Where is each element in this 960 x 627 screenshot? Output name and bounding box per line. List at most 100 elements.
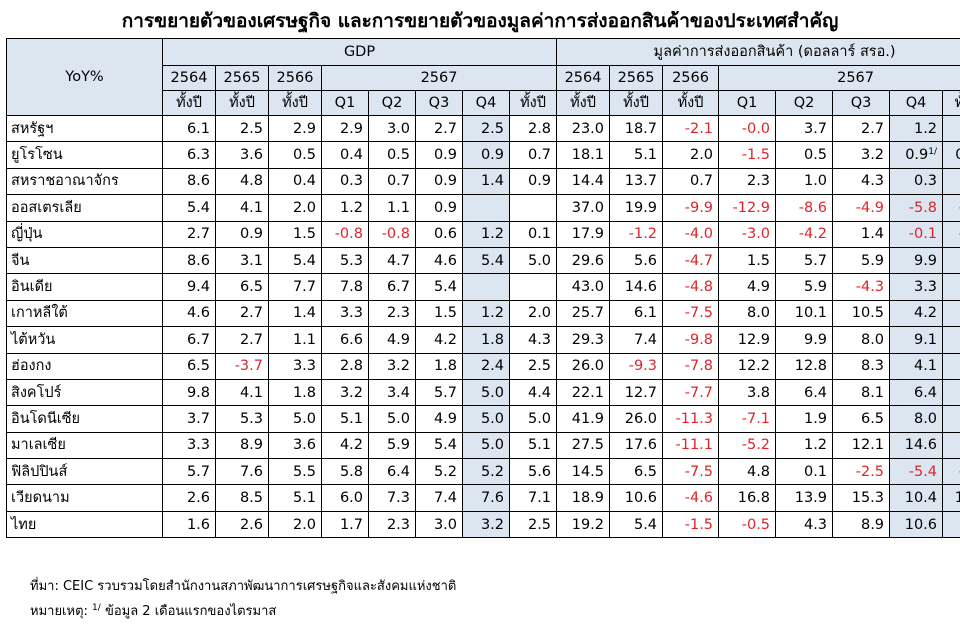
cell-value: 8.1 [860, 384, 885, 401]
gdp-cell: 7.3 [368, 484, 416, 512]
export-cell: 2.0 [942, 167, 960, 196]
full-year-header: ทั้งปี [508, 90, 558, 116]
full-year-header: ทั้งปี [942, 90, 960, 116]
cell-value: 13.7 [624, 173, 658, 190]
export-cell: 43.0 [556, 273, 611, 301]
gdp-cell: 2.5 [462, 114, 510, 143]
cell-value: -1.2 [628, 226, 658, 243]
cell-value: -2.5 [855, 463, 885, 480]
country-name: ยูโรโซน [6, 141, 163, 169]
gdp-cell: 8.6 [162, 246, 216, 275]
cell-value: 10.5 [851, 305, 885, 322]
cell-value: -9.8 [684, 331, 714, 348]
export-cell: 2.3 [718, 167, 777, 196]
export-cell: -4.2 [775, 220, 834, 248]
cell-value: 14.6 [624, 279, 658, 296]
gdp-cell: 2.0 [268, 194, 322, 222]
export-cell: -0.5 [718, 510, 777, 539]
export-cell: 0.1 [775, 458, 834, 486]
export-cell: 8.0 [718, 299, 777, 328]
gdp-cell: 5.0 [268, 405, 322, 433]
cell-value: 0.4 [292, 173, 316, 190]
export-cell: -3.0 [718, 220, 777, 248]
cell-value: 5.4 [292, 252, 316, 269]
export-cell: 10.5 [832, 299, 891, 328]
export-cell: -7.7 [662, 378, 720, 407]
gdp-cell: 0.4 [321, 141, 369, 169]
export-cell: -9.8 [662, 326, 720, 354]
export-cell: -11.1 [662, 431, 720, 460]
cell-value: 0.6 [433, 226, 457, 243]
gdp-cell: 3.2 [368, 352, 416, 380]
gdp-cell: 4.8 [215, 167, 269, 196]
cell-value: 2.6 [186, 490, 210, 507]
gdp-cell: 5.3 [321, 246, 369, 275]
year-header: 2564 [556, 65, 611, 91]
cell-value: 1.0 [803, 173, 828, 190]
export-cell: 0.7 [662, 167, 720, 196]
year-header: 2565 [215, 65, 269, 91]
gdp-cell: 4.6 [415, 246, 463, 275]
cell-value: -12.9 [732, 199, 771, 216]
gdp-cell: 0.9 [215, 220, 269, 248]
gdp-cell: 5.0 [462, 431, 510, 460]
export-cell: 9.1 [889, 326, 944, 354]
cell-value: 1.4 [292, 305, 316, 322]
cell-value: 1.2 [480, 226, 504, 243]
cell-value: -11.3 [675, 410, 714, 427]
cell-value: 0.3 [339, 173, 363, 190]
cell-value: 5.9 [386, 437, 410, 454]
cell-value: 1.2 [480, 305, 504, 322]
gdp-cell: 4.9 [368, 326, 416, 354]
country-name: สหราชอาณาจักร [6, 167, 163, 196]
cell-value: 0.9 [905, 147, 929, 164]
table-body: สหรัฐฯ 6.1 2.5 2.9 2.9 3.0 2.7 2.5 2.8 23.0 18.7 -2… [6, 114, 960, 539]
gdp-cell: 3.3 [268, 352, 322, 380]
gdp-cell: 5.2 [462, 458, 510, 486]
gdp-cell: 2.7 [215, 299, 269, 328]
cell-value: 5.3 [339, 252, 363, 269]
cell-value: 3.3 [339, 305, 363, 322]
cell-value: 5.0 [292, 410, 316, 427]
cell-value: 0.9 [480, 147, 504, 164]
cell-value: 4.2 [433, 331, 457, 348]
export-cell: -5.2 [718, 431, 777, 460]
gdp-cell: 4.9 [415, 405, 463, 433]
export-cell: 12.9 [718, 326, 777, 354]
gdp-cell: 3.2 [462, 510, 510, 539]
export-cell: 2.0 [662, 141, 720, 169]
gdp-cell: 5.1 [321, 405, 369, 433]
export-cell: 5.6 [942, 431, 960, 460]
export-cell: 17.6 [609, 431, 664, 460]
full-year-header: ทั้งปี [162, 90, 216, 116]
gdp-cell: 5.4 [415, 273, 463, 301]
export-cell: 5.4 [609, 510, 664, 539]
cell-value: -4.9 [855, 199, 885, 216]
cell-value: 5.3 [239, 410, 263, 427]
cell-value: 1.8 [433, 358, 457, 375]
export-cell: 10.6 [609, 484, 664, 512]
gdp-cell: 5.9 [368, 431, 416, 460]
quarter-header: Q2 [368, 90, 416, 116]
cell-value: -4.3 [855, 279, 885, 296]
cell-value: 6.5 [239, 279, 263, 296]
export-cell: 9.9 [775, 326, 834, 354]
gdp-cell: 9.4 [162, 273, 216, 301]
gdp-cell: 2.4 [462, 352, 510, 380]
cell-value: 2.9 [339, 120, 363, 137]
export-cell: 4.3 [775, 510, 834, 539]
cell-value: 3.3 [913, 279, 938, 296]
cell-value: 10.6 [624, 490, 658, 507]
country-name: ไต้หวัน [6, 326, 163, 354]
cell-value: 5.6 [633, 252, 658, 269]
export-cell: 2.3 [942, 405, 960, 433]
export-cell: 1.4 [832, 220, 891, 248]
cell-value: 5.0 [527, 252, 552, 269]
gdp-cell: 7.7 [268, 273, 322, 301]
cell-value: -4.6 [684, 490, 714, 507]
gdp-cell: 5.4 [268, 246, 322, 275]
gdp-cell: 4.3 [508, 326, 558, 354]
cell-value: 5.1 [633, 147, 658, 164]
gdp-cell: 7.6 [462, 484, 510, 512]
cell-value: 2.7 [186, 226, 210, 243]
